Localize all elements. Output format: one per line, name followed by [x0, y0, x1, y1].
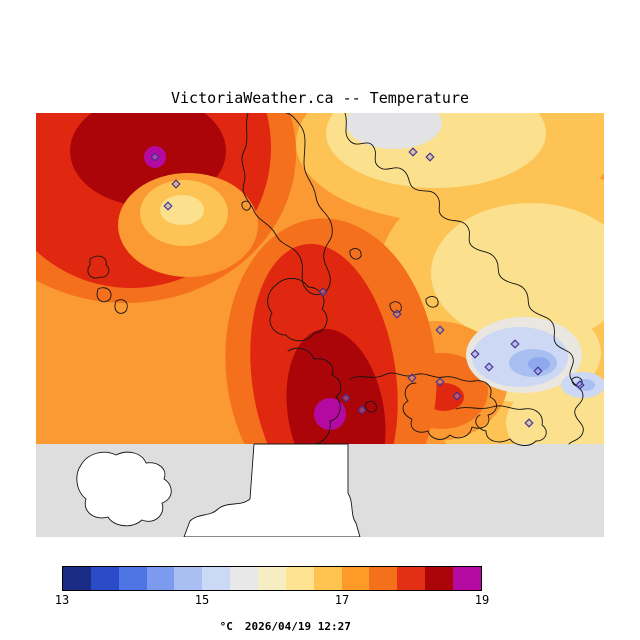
coastline-path	[114, 299, 128, 314]
land-shape	[76, 451, 172, 527]
land-shape	[183, 443, 361, 537]
coastline-path	[365, 400, 377, 413]
colorbar-segment	[313, 567, 342, 590]
station-diamond-marker	[150, 152, 160, 162]
station-diamond-marker	[171, 179, 181, 189]
lower-map-area	[36, 443, 604, 537]
colorbar-segment	[258, 567, 286, 590]
hotspot-circle	[144, 146, 166, 168]
colorbar-segment	[369, 567, 398, 590]
station-diamond-marker	[392, 309, 402, 319]
coastline-path	[425, 296, 439, 308]
coastline-path	[349, 372, 497, 440]
temp-contour	[431, 203, 604, 343]
station-diamond-marker	[318, 287, 328, 297]
hotspot-circle	[314, 398, 346, 430]
timestamp-label: 2026/04/19 12:27	[244, 620, 351, 633]
station-diamond-marker	[533, 366, 543, 376]
colorbar-segment	[202, 567, 231, 590]
station-diamond-marker	[435, 377, 445, 387]
station-diamond-marker	[408, 147, 418, 157]
temp-contour	[160, 195, 204, 225]
colorbar-tick: 15	[194, 593, 210, 607]
colorbar-caption: °C 2026/04/19 12:27	[62, 607, 482, 640]
hotspots	[144, 146, 346, 430]
coastline-path	[267, 278, 328, 342]
coastline-path	[241, 113, 333, 296]
colorbar	[62, 566, 482, 591]
station-diamond-marker	[163, 201, 173, 211]
colorbar-tick: 19	[474, 593, 490, 607]
colorbar-segment	[146, 567, 175, 590]
temperature-field	[36, 113, 604, 444]
station-diamond-marker	[341, 393, 351, 403]
station-markers	[150, 147, 585, 428]
coastline-path	[455, 405, 547, 446]
station-diamond-marker	[510, 339, 520, 349]
station-diamond-marker	[575, 380, 585, 390]
station-diamond-marker	[357, 405, 367, 415]
colorbar-segment	[174, 567, 203, 590]
colorbar-segment	[285, 567, 314, 590]
colorbar-segment	[453, 567, 481, 590]
temp-contour	[528, 357, 550, 371]
coastline-path	[287, 347, 342, 445]
station-diamond-marker	[435, 325, 445, 335]
coastline-path	[96, 287, 112, 303]
station-diamond-marker	[452, 391, 462, 401]
colorbar-segment	[90, 567, 119, 590]
colorbar-segment	[118, 567, 147, 590]
colorbar-segment	[425, 567, 454, 590]
coastline-path	[241, 200, 251, 211]
colorbar-tick: 17	[334, 593, 350, 607]
station-diamond-marker	[425, 152, 435, 162]
colorbar-segment	[397, 567, 426, 590]
station-diamond-marker	[484, 362, 494, 372]
station-diamond-marker	[407, 373, 417, 383]
coastline-path	[87, 255, 110, 279]
page-title: VictoriaWeather.ca -- Temperature	[170, 89, 469, 107]
coastline-path	[389, 301, 402, 314]
colorbar-segment	[63, 567, 91, 590]
temp-contour	[346, 113, 442, 149]
coastline-path	[571, 376, 583, 387]
colorbar-segment	[341, 567, 370, 590]
unit-label: °C	[219, 620, 233, 633]
station-diamond-marker	[470, 349, 480, 359]
station-diamond-marker	[524, 418, 534, 428]
colorbar-segment	[230, 567, 259, 590]
temperature-map	[36, 113, 604, 537]
coastline-path	[349, 248, 362, 260]
colorbar-tick: 13	[54, 593, 70, 607]
temp-contour	[575, 379, 595, 391]
